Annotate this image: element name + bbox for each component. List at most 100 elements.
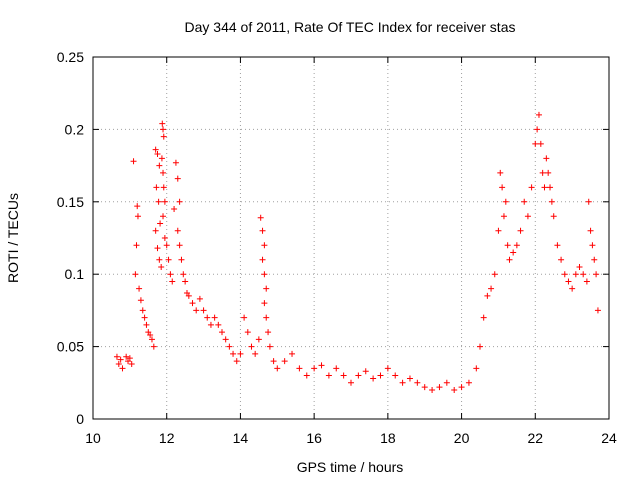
x-tick-label: 10 — [85, 430, 101, 446]
data-point — [215, 321, 222, 328]
data-point — [154, 245, 161, 252]
data-point — [158, 263, 165, 270]
data-point — [165, 256, 172, 263]
data-point — [537, 140, 544, 147]
data-point — [524, 213, 531, 220]
data-point — [158, 155, 165, 162]
data-point — [594, 307, 601, 314]
data-point — [465, 379, 472, 386]
data-point — [123, 353, 130, 360]
data-point — [539, 169, 546, 176]
y-axis-label: ROTI / TECUs — [5, 193, 21, 283]
data-point — [543, 155, 550, 162]
data-point — [139, 307, 146, 314]
data-point — [143, 321, 150, 328]
y-tick-label: 0 — [76, 411, 84, 427]
data-point — [535, 111, 542, 118]
data-point — [587, 227, 594, 234]
data-point — [513, 242, 520, 249]
grid-lines — [93, 57, 609, 419]
data-point — [160, 184, 167, 191]
data-point — [180, 271, 187, 278]
data-point — [153, 184, 160, 191]
data-point — [182, 278, 189, 285]
x-axis-label: GPS time / hours — [297, 459, 404, 475]
data-point — [497, 169, 504, 176]
data-point — [443, 379, 450, 386]
data-point — [266, 343, 273, 350]
data-point — [119, 365, 126, 372]
data-point — [257, 214, 264, 221]
data-point — [303, 372, 310, 379]
data-point — [233, 358, 240, 365]
data-point — [252, 350, 259, 357]
data-point — [340, 372, 347, 379]
data-points — [113, 111, 601, 394]
data-point — [399, 379, 406, 386]
data-point — [141, 314, 148, 321]
data-point — [348, 379, 354, 386]
data-point — [263, 285, 270, 292]
data-point — [384, 365, 391, 372]
data-point — [152, 146, 159, 153]
data-point — [261, 242, 268, 249]
data-point — [117, 356, 124, 363]
x-tick-label: 14 — [233, 430, 249, 446]
data-point — [172, 159, 179, 166]
data-point — [270, 358, 277, 365]
data-point — [591, 256, 598, 263]
data-point — [134, 213, 141, 220]
data-point — [200, 307, 207, 314]
data-point — [488, 285, 495, 292]
data-point — [436, 384, 443, 391]
data-point — [255, 336, 262, 343]
data-point — [296, 365, 303, 372]
y-tick-label: 0.1 — [65, 266, 85, 282]
data-point — [265, 329, 272, 336]
data-point — [429, 387, 436, 394]
data-point — [155, 198, 162, 205]
data-point — [289, 350, 296, 357]
data-point — [572, 271, 579, 278]
data-point — [136, 285, 143, 292]
data-point — [325, 372, 332, 379]
data-point — [502, 198, 509, 205]
data-point — [392, 372, 399, 379]
data-point — [132, 271, 139, 278]
data-point — [500, 213, 507, 220]
data-point — [580, 271, 587, 278]
data-point — [156, 256, 163, 263]
data-point — [414, 379, 421, 386]
x-tick-label: 12 — [159, 430, 175, 446]
data-point — [554, 242, 561, 249]
x-tick-label: 16 — [306, 430, 322, 446]
data-point — [241, 314, 248, 321]
data-point — [362, 368, 369, 375]
data-point — [495, 227, 502, 234]
data-point — [477, 343, 483, 350]
data-point — [171, 206, 178, 213]
data-point — [130, 158, 137, 165]
data-point — [189, 300, 196, 307]
data-point — [521, 198, 528, 205]
data-point — [163, 242, 170, 249]
data-point — [204, 314, 211, 321]
y-tick-label: 0.05 — [57, 339, 84, 355]
data-point — [517, 227, 524, 234]
data-point — [510, 249, 517, 256]
data-point — [226, 343, 233, 350]
x-tick-label: 24 — [601, 430, 617, 446]
data-point — [261, 300, 268, 307]
data-point — [259, 227, 266, 234]
data-point — [484, 292, 491, 299]
data-point — [458, 384, 465, 391]
data-point — [370, 375, 377, 382]
data-point — [230, 350, 237, 357]
y-tick-label: 0.25 — [57, 49, 84, 65]
data-point — [550, 213, 557, 220]
data-point — [161, 198, 168, 205]
data-point — [133, 242, 140, 249]
data-point — [161, 235, 168, 241]
data-point — [159, 120, 166, 127]
data-point — [211, 314, 218, 321]
